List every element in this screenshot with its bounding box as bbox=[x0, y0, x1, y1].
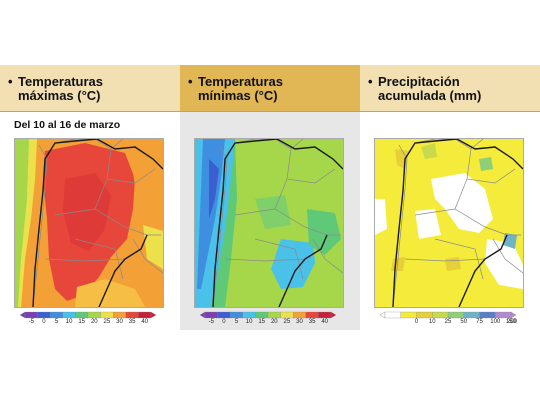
precipitation-colorbar-tick-label: 25 bbox=[444, 319, 452, 325]
max-temp-colorbar-tick-label: 15 bbox=[78, 319, 86, 325]
max-temp-colorbar-swatch bbox=[125, 311, 139, 319]
min-temp-colorbar-swatch bbox=[230, 311, 244, 319]
precipitation-colorbar-tick-label: 50 bbox=[460, 319, 468, 325]
min-temp-colorbar-tick-label: 10 bbox=[245, 319, 253, 325]
header-max-temp: • Temperaturas máximas (°C) bbox=[0, 65, 180, 111]
min-temp-colorbar-swatch bbox=[242, 311, 256, 319]
min-temp-colorbar-swatch bbox=[204, 311, 218, 319]
min-temp-colorbar-swatch bbox=[217, 311, 231, 319]
min-temp-colorbar-tick-label: 25 bbox=[283, 319, 291, 325]
max-temp-colorbar-left-tip bbox=[19, 311, 26, 319]
max-temp-colorbar-swatch bbox=[24, 311, 38, 319]
min-temp-colorbar-swatch bbox=[280, 311, 294, 319]
precipitation-colorbar-swatch bbox=[463, 311, 480, 319]
precipitation-colorbar-left-tip bbox=[379, 311, 386, 319]
max-temp-colorbar-swatch bbox=[138, 311, 152, 319]
precipitation-colorbar-swatch bbox=[432, 311, 449, 319]
header-precipitation: • Precipitación acumulada (mm) bbox=[360, 65, 540, 111]
min-temp-map bbox=[194, 138, 344, 308]
max-temp-colorbar-swatch bbox=[62, 311, 76, 319]
max-temp-colorbar-tick-label: 0 bbox=[42, 319, 46, 325]
max-temp-colorbar-swatch bbox=[87, 311, 101, 319]
max-temp-colorbar-swatch bbox=[50, 311, 64, 319]
min-temp-colorbar-tick-label: 40 bbox=[321, 319, 329, 325]
max-temp-colorbar-tick-label: 10 bbox=[65, 319, 73, 325]
min-temp-colorbar-tick-label: 0 bbox=[222, 319, 226, 325]
min-temp-title: • Temperaturas mínimas (°C) bbox=[188, 74, 284, 103]
precipitation-colorbar-tick-label: 200 bbox=[506, 319, 518, 325]
min-temp-colorbar-right-tip bbox=[330, 311, 337, 319]
precipitation-colorbar-swatch bbox=[416, 311, 433, 319]
max-temp-colorbar-tick-label: 30 bbox=[116, 319, 123, 325]
date-range: Del 10 al 16 de marzo bbox=[14, 119, 121, 131]
header-min-temp: • Temperaturas mínimas (°C) bbox=[180, 65, 360, 111]
precipitation-colorbar-tick-label: 10 bbox=[428, 319, 436, 325]
min-temp-colorbar-tick-label: 20 bbox=[270, 319, 278, 325]
max-temp-colorbar-ticks: -5 0 5 10 15 20 25 30 35 40 bbox=[20, 319, 156, 328]
max-temp-colorbar bbox=[19, 311, 157, 327]
max-temp-colorbar-right-tip bbox=[150, 311, 157, 319]
min-temp-colorbar-tick-label: 5 bbox=[234, 319, 239, 325]
min-temp-colorbar-tick-label: 35 bbox=[308, 319, 316, 325]
precipitation-colorbar-tick-label: 150 bbox=[505, 319, 517, 325]
max-temp-colorbar-tick-label: 25 bbox=[103, 319, 111, 325]
precipitation-title: • Precipitación acumulada (mm) bbox=[368, 74, 482, 103]
precipitation-colorbar-swatch bbox=[400, 311, 417, 319]
min-temp-colorbar-left-tip bbox=[199, 311, 206, 319]
min-temp-colorbar-swatch bbox=[267, 311, 281, 319]
max-temp-colorbar-tick-label: 35 bbox=[128, 319, 136, 325]
max-temp-title: • Temperaturas máximas (°C) bbox=[8, 74, 104, 103]
precipitation-colorbar-tick-label: 75 bbox=[476, 319, 483, 325]
precipitation-colorbar-tick-label: 0 bbox=[414, 319, 419, 325]
min-temp-colorbar-swatch bbox=[293, 311, 307, 319]
max-temp-map bbox=[14, 138, 164, 308]
min-temp-colorbar-tick-label: 30 bbox=[296, 319, 303, 325]
precipitation-colorbar bbox=[379, 311, 517, 327]
max-temp-colorbar-tick-label: 40 bbox=[141, 319, 149, 325]
precipitation-colorbar-ticks: 0 10 25 50 75 100 150 200 bbox=[380, 319, 518, 328]
max-temp-colorbar-swatch bbox=[113, 311, 127, 319]
min-temp-colorbar-tick-label: -5 bbox=[208, 319, 214, 325]
min-temp-colorbar-ticks: -5 0 5 10 15 20 25 30 35 40 bbox=[200, 319, 336, 328]
max-temp-colorbar-swatch bbox=[37, 311, 51, 319]
max-temp-colorbar-tick-label: 20 bbox=[90, 319, 98, 325]
max-temp-colorbar-tick-label: 5 bbox=[54, 319, 59, 325]
precipitation-colorbar-tick-label: 100 bbox=[490, 319, 501, 325]
precipitation-colorbar-swatch bbox=[479, 311, 496, 319]
precipitation-map bbox=[374, 138, 524, 308]
precipitation-colorbar-swatch bbox=[384, 311, 402, 319]
min-temp-colorbar-swatch bbox=[305, 311, 319, 319]
max-temp-colorbar-swatch bbox=[75, 311, 89, 319]
header-divider bbox=[0, 111, 540, 112]
precipitation-colorbar-right-tip bbox=[510, 311, 517, 319]
max-temp-colorbar-tick-label: -5 bbox=[28, 319, 34, 325]
min-temp-colorbar bbox=[199, 311, 337, 327]
precipitation-colorbar-swatch bbox=[447, 311, 465, 319]
max-temp-colorbar-swatch bbox=[100, 311, 114, 319]
min-temp-colorbar-swatch bbox=[318, 311, 332, 319]
min-temp-colorbar-tick-label: 15 bbox=[258, 319, 266, 325]
precipitation-colorbar-swatch bbox=[495, 311, 512, 319]
min-temp-colorbar-swatch bbox=[255, 311, 269, 319]
